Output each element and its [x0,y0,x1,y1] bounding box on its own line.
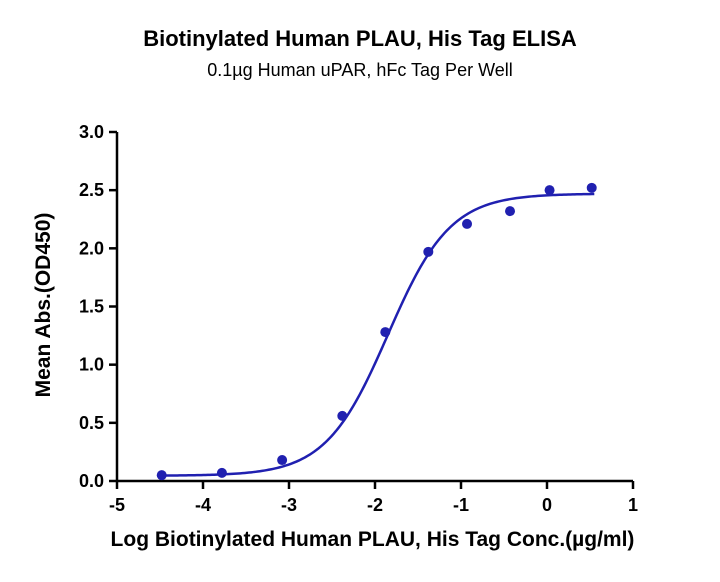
x-axis-label: Log Biotinylated Human PLAU, His Tag Con… [110,528,635,551]
y-tick-label: 2.5 [79,180,104,200]
x-tick-label: -3 [281,495,297,515]
x-tick-label: -4 [195,495,211,515]
x-tick-label: 1 [628,495,638,515]
chart-subtitle: 0.1µg Human uPAR, hFc Tag Per Well [207,60,513,80]
data-point [156,470,167,481]
x-tick-label: -2 [367,495,383,515]
data-point [544,185,555,196]
data-point [380,327,391,338]
x-tick-label: -1 [453,495,469,515]
chart-title: Biotinylated Human PLAU, His Tag ELISA [143,26,577,51]
y-tick-label: 1.0 [79,355,104,375]
data-point [216,467,227,478]
fit-curve-group [159,192,595,477]
y-tick-label: 3.0 [79,122,104,142]
y-tick-label: 0.5 [79,413,104,433]
data-point [423,246,434,257]
data-point [505,206,516,217]
x-tick-label: 0 [542,495,552,515]
y-tick-label: 1.5 [79,297,104,317]
fit-curve [159,192,595,477]
data-point [586,182,597,193]
data-point [462,218,473,229]
data-point [277,455,288,466]
data-points-group [156,182,597,481]
y-tick-label: 0.0 [79,471,104,491]
x-tick-label: -5 [109,495,125,515]
data-point [337,410,348,421]
axes: -5 -4 -3 -2 -1 0 1 0.0 0.5 1.0 1.5 2.0 2.5 3.0 [79,122,638,515]
y-tick-label: 2.0 [79,238,104,258]
y-axis-label: Mean Abs.(OD450) [32,212,55,398]
